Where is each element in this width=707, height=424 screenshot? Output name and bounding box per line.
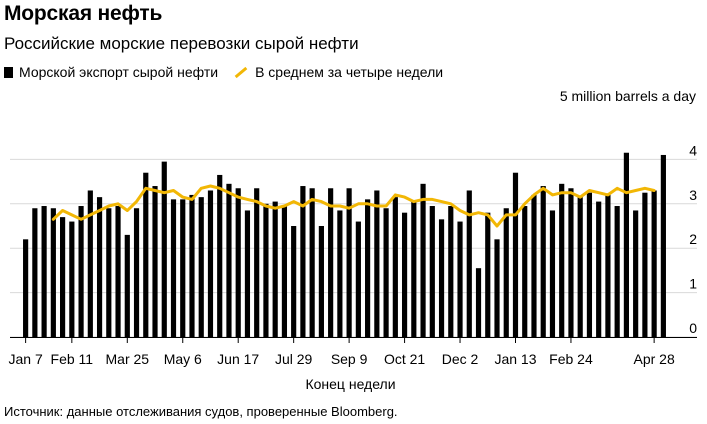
bar [217, 174, 223, 337]
bar [346, 188, 352, 337]
chart-title: Морская нефть [4, 2, 163, 25]
bar [365, 199, 371, 337]
bar [235, 188, 241, 337]
x-tick-label: Jul 29 [275, 351, 313, 367]
bar [623, 152, 629, 337]
bar [577, 197, 583, 337]
x-tick-label: Oct 21 [384, 351, 425, 367]
x-tick-label: Feb 24 [549, 351, 593, 367]
bar [568, 188, 574, 337]
bar [438, 219, 445, 337]
bar [50, 208, 56, 337]
bar [318, 226, 324, 337]
bar [254, 188, 260, 337]
x-tick-label: Jan 13 [494, 351, 536, 367]
bar [143, 172, 149, 337]
bar [559, 183, 565, 337]
x-tick-label: Jan 7 [8, 351, 42, 367]
bar [660, 154, 666, 337]
bar [596, 201, 602, 337]
y-tick-label: 0 [689, 320, 697, 336]
x-tick-label: Mar 25 [106, 351, 150, 367]
bar [651, 190, 657, 337]
bar [374, 190, 380, 337]
bar [401, 212, 408, 337]
bar [512, 172, 519, 337]
bar [263, 203, 269, 337]
bar [272, 201, 278, 337]
bar [448, 206, 454, 337]
y-tick-label: 3 [689, 187, 697, 203]
bar [457, 221, 463, 337]
x-axis-title-text: Конец недели [305, 376, 396, 392]
bar [411, 201, 417, 337]
bar [485, 212, 491, 337]
x-tick-label: Feb 11 [51, 351, 94, 367]
bar [605, 194, 611, 337]
bar [309, 188, 315, 337]
bar [355, 221, 361, 337]
bar [392, 197, 398, 337]
bar [531, 194, 537, 337]
bar [522, 206, 528, 337]
bar [60, 217, 66, 337]
bar [170, 199, 177, 337]
chart-subtitle: Российские морские перевозки сырой нефти [4, 34, 359, 53]
bar [494, 239, 500, 337]
bar [328, 188, 334, 337]
bar [549, 210, 556, 337]
x-tick-label: Dec 2 [442, 351, 479, 367]
bar [106, 208, 112, 337]
bar [115, 206, 121, 337]
bar [87, 190, 93, 337]
bar [226, 183, 232, 337]
x-tick-label: Sep 9 [331, 351, 368, 367]
x-tick-label: May 6 [164, 351, 202, 367]
bar [161, 161, 167, 337]
y-tick-label: 1 [689, 276, 697, 292]
bar [133, 208, 140, 337]
legend-line-label: В среднем за четыре недели [255, 64, 444, 80]
bar [78, 206, 84, 337]
legend-bar-swatch [4, 66, 13, 78]
y-tick-label: 4 [689, 142, 697, 158]
bar [281, 206, 288, 337]
bar [586, 192, 593, 337]
bar [642, 192, 648, 337]
bar [189, 194, 195, 337]
bar [32, 208, 38, 337]
bar [429, 206, 435, 337]
bar [291, 226, 297, 337]
bar [69, 221, 75, 337]
bar [540, 186, 546, 337]
x-axis-title: Конец недели [0, 376, 707, 392]
bar [337, 210, 343, 337]
bar [23, 239, 29, 337]
x-tick-label: Apr 28 [634, 351, 675, 367]
legend: Морской экспорт сырой нефти В среднем за… [4, 64, 443, 80]
bar [152, 186, 158, 337]
average-line [51, 184, 656, 228]
x-tick-label: Jun 17 [217, 351, 259, 367]
bar [41, 206, 47, 337]
bar [633, 210, 639, 337]
bar [475, 268, 482, 337]
bar [614, 206, 620, 337]
y-tick-label: 2 [689, 231, 697, 247]
bar [207, 190, 214, 337]
y-axis-unit-label: 5 million barrels a day [559, 88, 696, 104]
bar [198, 197, 204, 337]
bar [420, 183, 426, 337]
source-note: Источник: данные отслеживания судов, про… [4, 404, 398, 419]
bar [300, 186, 306, 337]
bar [466, 190, 472, 337]
bar [383, 208, 389, 337]
bar [124, 234, 130, 337]
bar [180, 199, 186, 337]
bar [503, 208, 509, 337]
legend-bars-label: Морской экспорт сырой нефти [19, 64, 219, 80]
bar [96, 197, 103, 337]
bar [244, 210, 251, 337]
